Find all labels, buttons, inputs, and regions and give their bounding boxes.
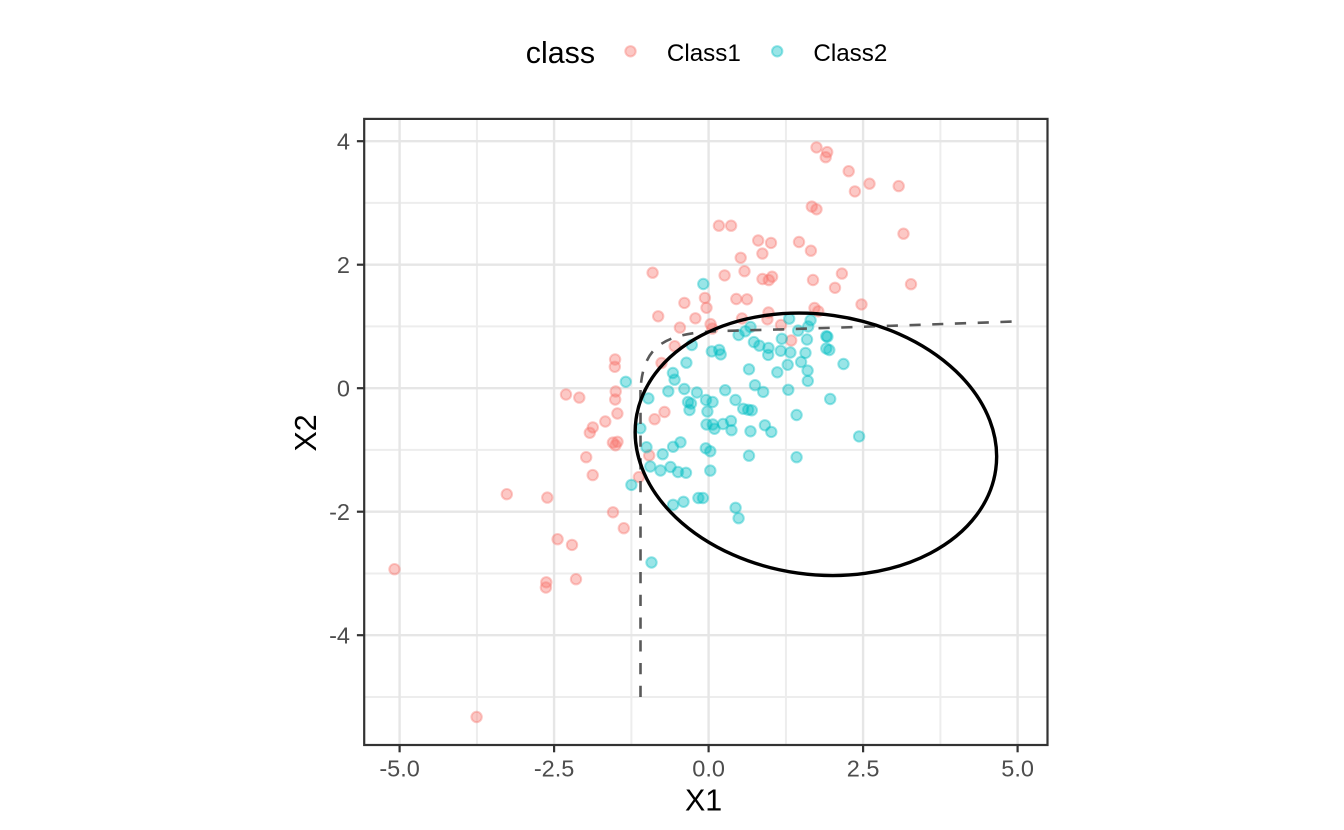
svg-text:5.0: 5.0 [1001,756,1034,782]
svg-text:0.0: 0.0 [692,756,725,782]
svg-text:-4: -4 [329,623,350,649]
svg-text:2.5: 2.5 [847,756,880,782]
svg-text:4: 4 [337,129,350,155]
svg-text:-2: -2 [329,499,350,525]
svg-text:X1: X1 [685,783,722,817]
svg-text:-5.0: -5.0 [379,756,420,782]
svg-text:Class1: Class1 [667,40,741,67]
svg-text:class: class [526,36,595,70]
svg-text:-2.5: -2.5 [534,756,575,782]
svg-text:X2: X2 [289,414,323,451]
svg-text:Class2: Class2 [813,40,887,67]
svg-text:2: 2 [337,252,350,278]
svg-text:0: 0 [337,376,350,402]
